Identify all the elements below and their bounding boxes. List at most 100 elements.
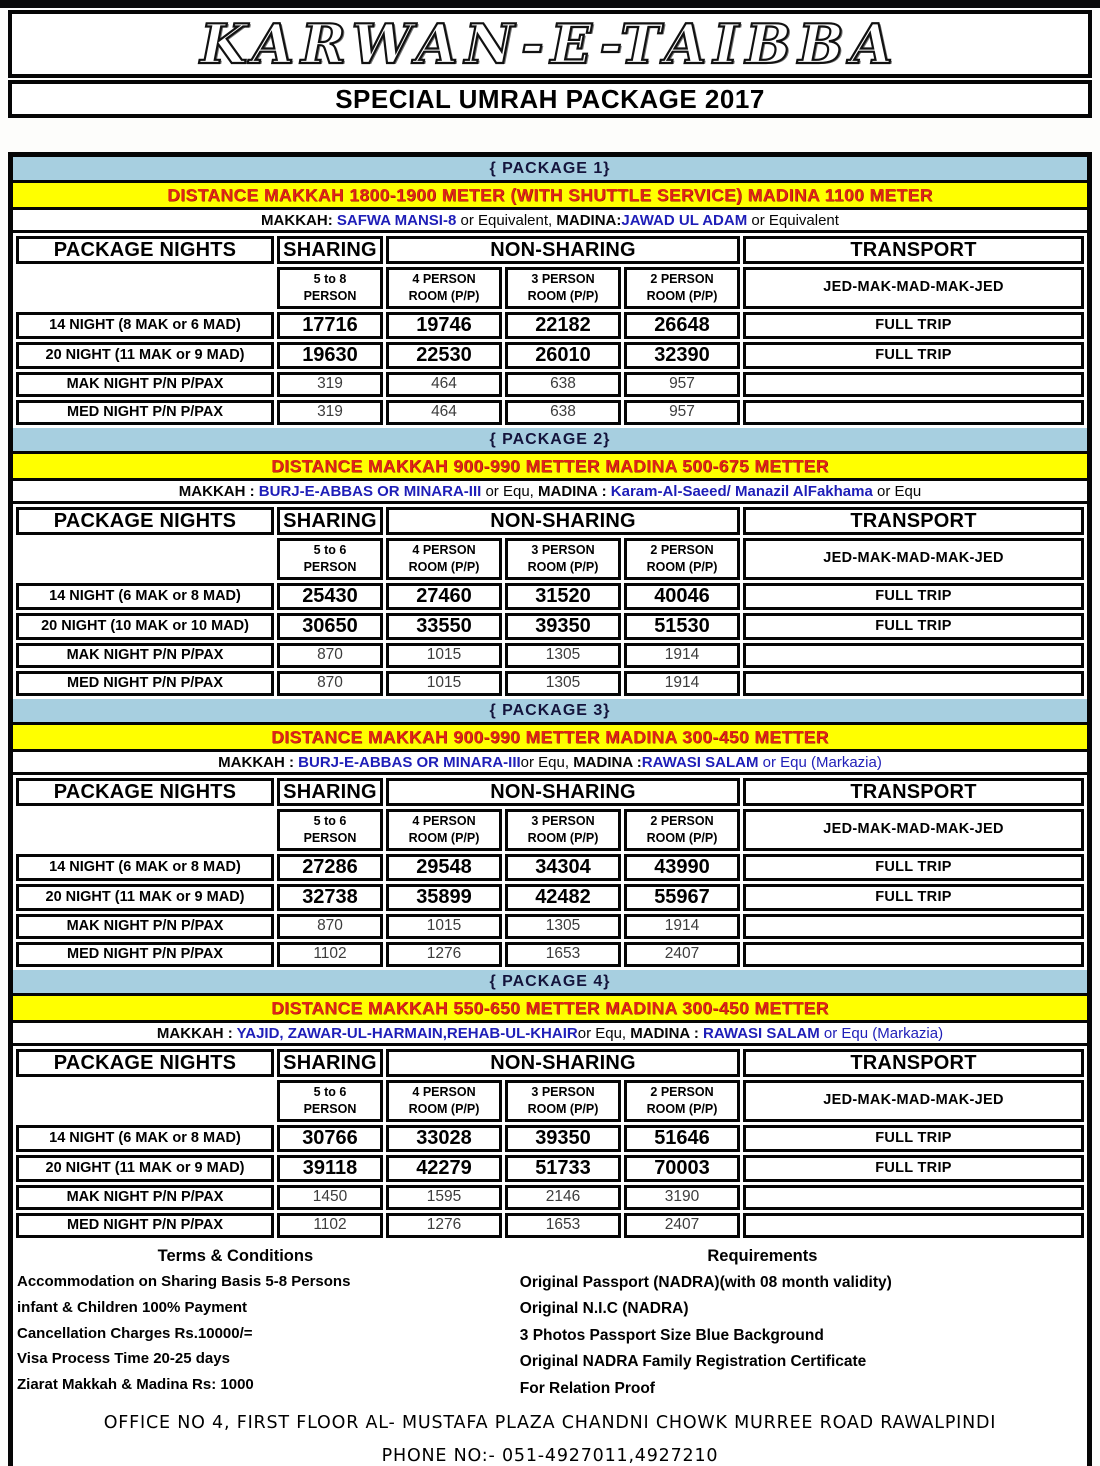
price-cell: 1914	[624, 671, 740, 696]
price-cell: 29548	[386, 854, 502, 881]
row-label: MED NIGHT P/N P/PAX	[16, 1213, 274, 1238]
person-label: PERSON	[303, 831, 357, 845]
terms-heading: Terms & Conditions	[157, 1247, 314, 1265]
price-cell: 51530	[624, 613, 740, 640]
empty-cell	[16, 538, 274, 580]
transport-cell: FULL TRIP	[743, 884, 1084, 911]
row-label: 14 NIGHT (6 MAK or 8 MAD)	[16, 854, 274, 881]
price-cell: 1595	[386, 1185, 502, 1210]
transport-cell: FULL TRIP	[743, 342, 1084, 369]
column-header-non-sharing: NON-SHARING	[386, 778, 740, 806]
transport-cell: FULL TRIP	[743, 854, 1084, 881]
row-label: MAK NIGHT P/N P/PAX	[16, 372, 274, 397]
price-cell: 2407	[624, 1213, 740, 1238]
hotel-line-segment: or Equ,	[577, 1025, 631, 1042]
price-grid: PACKAGE NIGHTS SHARING NON-SHARING TRANS…	[13, 1046, 1087, 1241]
hotels-bar: MAKKAH : BURJ-E-ABBAS OR MINARA-III or Eq…	[13, 752, 1087, 775]
room-size: 4 PERSON	[412, 543, 476, 558]
price-cell: 35899	[386, 884, 502, 911]
price-cell: 1653	[505, 942, 621, 967]
route-cell: JED-MAK-MAD-MAK-JED	[743, 538, 1084, 580]
room-pp-label: ROOM (P/P)	[646, 831, 718, 845]
distance-text: DISTANCE MAKKAH 550-650 METTER MADINA 30…	[271, 998, 829, 1018]
hotel-line-segment: MAKKAH :	[156, 1025, 237, 1042]
person-label: PERSON	[303, 560, 357, 574]
column-header-transport: TRANSPORT	[743, 778, 1084, 806]
package-section: { PACKAGE 2} DISTANCE MAKKAH 900-990 MET…	[13, 428, 1087, 699]
room-pp-label: ROOM (P/P)	[527, 1102, 599, 1116]
row-label: MED NIGHT P/N P/PAX	[16, 942, 274, 967]
room-size: 3 PERSON	[531, 543, 595, 558]
price-cell: 39118	[277, 1155, 383, 1182]
room-size: 4 PERSON	[412, 272, 476, 287]
price-cell: 27460	[386, 583, 502, 610]
package-header-bar: { PACKAGE 2}	[13, 428, 1087, 454]
hotel-line-segment: MAKKAH :	[218, 754, 299, 771]
price-cell: 25430	[277, 583, 383, 610]
hotel-line-segment: YAJID, ZAWAR-UL-HARMAIN,REHAB-UL-KHAIR	[236, 1025, 578, 1042]
price-cell: 34304	[505, 854, 621, 881]
column-header-non-sharing: NON-SHARING	[386, 507, 740, 535]
subheader-sharing-size: 5 to 8 PERSON	[277, 267, 383, 309]
subheader-3person: 3 PERSON ROOM (P/P)	[505, 538, 621, 580]
room-size: 3 PERSON	[531, 272, 595, 287]
transport-cell	[743, 1185, 1084, 1210]
subheader-3person: 3 PERSON ROOM (P/P)	[505, 1080, 621, 1122]
subheader-sharing-size: 5 to 6 PERSON	[277, 538, 383, 580]
transport-cell: FULL TRIP	[743, 312, 1084, 339]
price-cell: 51733	[505, 1155, 621, 1182]
price-cell: 30650	[277, 613, 383, 640]
distance-bar: DISTANCE MAKKAH 900-990 METTER MADINA 30…	[13, 725, 1087, 752]
page-title: KARWAN-E-TAIBBA	[199, 12, 900, 76]
price-cell: 1102	[277, 1213, 383, 1238]
price-cell: 31520	[505, 583, 621, 610]
transport-cell: FULL TRIP	[743, 583, 1084, 610]
page-subtitle: SPECIAL UMRAH PACKAGE 2017	[335, 83, 765, 114]
room-pp-label: ROOM (P/P)	[408, 289, 480, 303]
person-label: PERSON	[303, 1102, 357, 1116]
package-section: { PACKAGE 3} DISTANCE MAKKAH 900-990 MET…	[13, 699, 1087, 970]
hotel-line-segment: BURJ-E-ABBAS OR MINARA-III	[298, 754, 521, 771]
sharing-size: 5 to 6	[313, 814, 347, 829]
sharing-size: 5 to 6	[313, 543, 347, 558]
price-cell: 870	[277, 671, 383, 696]
hotel-line-segment: MAKKAH :	[178, 483, 259, 500]
hotel-line-segment: or Equivalent	[747, 212, 839, 229]
transport-cell	[743, 372, 1084, 397]
price-cell: 27286	[277, 854, 383, 881]
price-cell: 638	[505, 400, 621, 425]
column-header-package-nights: PACKAGE NIGHTS	[16, 236, 274, 264]
price-cell: 2146	[505, 1185, 621, 1210]
price-cell: 26010	[505, 342, 621, 369]
route-cell: JED-MAK-MAD-MAK-JED	[743, 267, 1084, 309]
package-name: { PACKAGE 3}	[489, 702, 611, 719]
requirements-item: 3 Photos Passport Size Blue Background	[519, 1326, 824, 1344]
hotels-text: MAKKAH : BURJ-E-ABBAS OR MINARA-III or Eq…	[218, 754, 882, 771]
package-header-bar: { PACKAGE 4}	[13, 970, 1087, 996]
price-cell: 1914	[624, 643, 740, 668]
price-cell: 1276	[386, 1213, 502, 1238]
room-pp-label: ROOM (P/P)	[646, 560, 718, 574]
row-label: MAK NIGHT P/N P/PAX	[16, 643, 274, 668]
subheader-3person: 3 PERSON ROOM (P/P)	[505, 809, 621, 851]
subheader-4person: 4 PERSON ROOM (P/P)	[386, 809, 502, 851]
requirements-column: Requirements Original Passport (NADRA)(w…	[518, 1245, 1087, 1401]
room-size: 2 PERSON	[650, 814, 714, 829]
terms-item: Accommodation on Sharing Basis 5-8 Perso…	[17, 1273, 351, 1290]
price-cell: 19746	[386, 312, 502, 339]
sharing-size: 5 to 6	[313, 1085, 347, 1100]
hotel-line-segment: RAWASI SALAM	[703, 1025, 820, 1042]
empty-cell	[16, 267, 274, 309]
office-address: OFFICE NO 4, FIRST FLOOR AL- MUSTAFA PLA…	[103, 1412, 997, 1433]
packages-board: { PACKAGE 1} DISTANCE MAKKAH 1800-1900 M…	[8, 152, 1092, 1466]
price-cell: 55967	[624, 884, 740, 911]
price-cell: 1450	[277, 1185, 383, 1210]
price-cell: 17716	[277, 312, 383, 339]
column-header-sharing: SHARING	[277, 778, 383, 806]
transport-cell	[743, 643, 1084, 668]
row-label: 20 NIGHT (10 MAK or 10 MAD)	[16, 613, 274, 640]
room-size: 3 PERSON	[531, 1085, 595, 1100]
hotel-line-segment: or Equ (Markazia)	[758, 754, 882, 771]
price-cell: 957	[624, 372, 740, 397]
row-label: 20 NIGHT (11 MAK or 9 MAD)	[16, 884, 274, 911]
